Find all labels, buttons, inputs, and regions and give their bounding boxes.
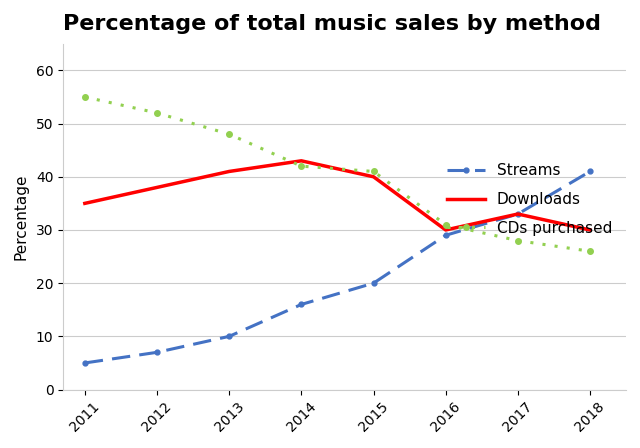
CDs purchased [514,238,522,243]
Line: Downloads: Downloads [85,161,590,230]
CDs purchased [153,110,161,116]
Streams [153,349,161,355]
Streams [514,211,522,217]
CDs purchased [442,222,449,227]
CDs purchased [225,132,233,137]
Streams [81,360,89,366]
Downloads [153,185,161,190]
Line: CDs purchased: CDs purchased [82,94,593,254]
Downloads [298,158,305,164]
CDs purchased [298,164,305,169]
CDs purchased [81,94,89,99]
CDs purchased [370,169,378,174]
Y-axis label: Percentage: Percentage [14,173,29,260]
Streams [225,334,233,339]
Downloads [514,211,522,217]
CDs purchased [586,249,594,254]
Line: Streams: Streams [83,169,593,366]
Streams [586,169,594,174]
Downloads [370,174,378,180]
Legend: Streams, Downloads, CDs purchased: Streams, Downloads, CDs purchased [440,157,618,242]
Text: Percentage of total music sales by method: Percentage of total music sales by metho… [63,14,601,34]
Downloads [225,169,233,174]
Downloads [586,227,594,233]
Downloads [442,227,449,233]
Downloads [81,201,89,206]
Streams [442,233,449,238]
Streams [370,280,378,286]
Streams [298,302,305,307]
